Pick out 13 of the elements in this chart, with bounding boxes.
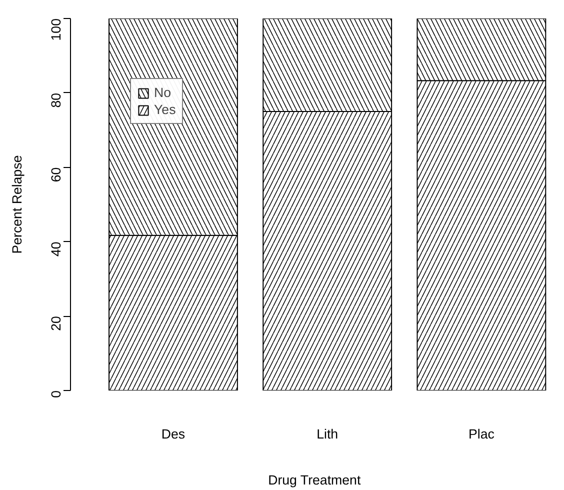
y-tick-label: 0 bbox=[48, 390, 64, 398]
legend-label: No bbox=[154, 85, 172, 100]
legend-label: Yes bbox=[154, 102, 176, 117]
x-tick-label: Lith bbox=[316, 426, 338, 442]
y-tick-label: 20 bbox=[48, 316, 64, 331]
x-tick-label: Des bbox=[161, 426, 186, 442]
x-axis-title: Drug Treatment bbox=[268, 472, 361, 488]
y-tick-label: 80 bbox=[48, 92, 64, 108]
y-tick-label: 40 bbox=[48, 242, 64, 257]
y-tick-label: 60 bbox=[48, 167, 64, 182]
y-axis-title: Percent Relapse bbox=[10, 155, 24, 254]
y-tick-label: 100 bbox=[48, 18, 64, 41]
x-tick-label: Plac bbox=[468, 426, 495, 442]
